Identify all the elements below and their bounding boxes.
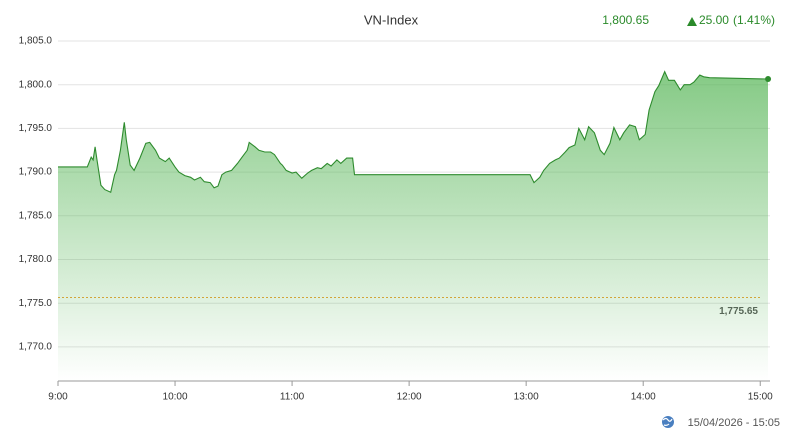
y-tick-label: 1,770.0 bbox=[19, 342, 53, 353]
x-tick-label: 11:00 bbox=[280, 392, 305, 403]
y-tick-label: 1,785.0 bbox=[19, 210, 53, 221]
x-tick-label: 9:00 bbox=[48, 392, 68, 403]
change-value: 25.00 bbox=[699, 13, 729, 27]
area-fill bbox=[58, 71, 768, 381]
change: 25.00 (1.41%) bbox=[699, 13, 775, 27]
change-percent: (1.41%) bbox=[733, 13, 775, 27]
price-line bbox=[58, 70, 769, 193]
x-tick-label: 15:00 bbox=[748, 392, 773, 403]
last-point bbox=[765, 76, 772, 83]
chart-title: VN-Index bbox=[364, 12, 419, 27]
x-tick-label: 12:00 bbox=[397, 392, 422, 403]
timestamp: 15/04/2026 - 15:05 bbox=[688, 417, 780, 429]
globe-icon bbox=[662, 416, 674, 428]
y-tick-label: 1,775.0 bbox=[19, 298, 53, 309]
y-tick-label: 1,790.0 bbox=[19, 167, 53, 178]
y-tick-label: 1,805.0 bbox=[19, 36, 53, 47]
current-value: 1,800.65 bbox=[602, 13, 649, 27]
x-tick-label: 13:00 bbox=[514, 392, 539, 403]
up-arrow bbox=[687, 17, 697, 26]
y-tick-label: 1,795.0 bbox=[19, 123, 53, 134]
y-tick-label: 1,800.0 bbox=[19, 79, 53, 90]
y-tick-label: 1,780.0 bbox=[19, 254, 53, 265]
x-tick-label: 14:00 bbox=[631, 392, 656, 403]
x-tick-label: 10:00 bbox=[163, 392, 188, 403]
